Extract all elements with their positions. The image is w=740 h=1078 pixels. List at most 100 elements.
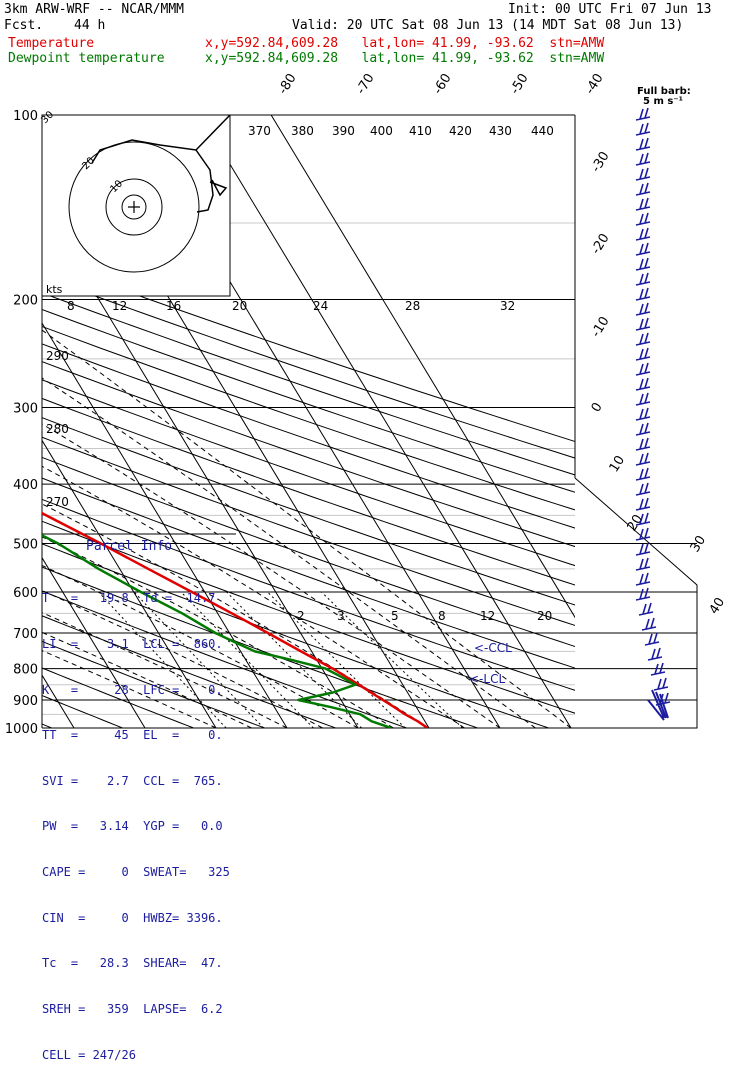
parcel-row: LI = 3.1 LCL = 860. bbox=[42, 637, 223, 652]
dewpoint-legend-label: Dewpoint temperature bbox=[8, 51, 165, 66]
isotherm-label: 0 bbox=[589, 400, 606, 415]
theta-label: 290 bbox=[46, 349, 69, 363]
theta-label: 390 bbox=[332, 124, 355, 138]
parcel-row: T = 19.8 Td = 14.7 bbox=[42, 591, 216, 606]
pressure-label: 100 bbox=[13, 109, 38, 124]
pressure-label: 800 bbox=[13, 663, 38, 678]
parcel-row: CELL = 247/26 bbox=[42, 1047, 136, 1062]
parcel-row: CAPE = 0 SWEAT= 325 bbox=[42, 865, 230, 880]
theta-label: 420 bbox=[449, 124, 472, 138]
temperature-location-info: x,y=592.84,609.28 lat,lon= 41.99, -93.62… bbox=[205, 36, 605, 51]
theta-label: 370 bbox=[248, 124, 271, 138]
dewpoint-location-info: x,y=592.84,609.28 lat,lon= 41.99, -93.62… bbox=[205, 51, 605, 66]
hodograph-trace bbox=[195, 149, 228, 213]
isotherm-label: 40 bbox=[707, 595, 728, 617]
init-time: Init: 00 UTC Fri 07 Jun 13 bbox=[508, 2, 712, 17]
hodograph-ring-label: 24 bbox=[313, 299, 328, 313]
isotherm-line bbox=[42, 439, 217, 728]
dry-adiabat bbox=[42, 640, 265, 728]
theta-label: 410 bbox=[409, 124, 432, 138]
wind-barbs-surface bbox=[647, 689, 669, 721]
isotherm-line bbox=[42, 322, 288, 728]
temperature-profile bbox=[42, 511, 429, 728]
mixing-ratio-label: 12 bbox=[480, 609, 495, 623]
wind-barbs bbox=[635, 107, 671, 706]
frame-lower bbox=[42, 477, 698, 729]
level-marker: <-LCL bbox=[469, 672, 505, 686]
parcel-row: TT = 45 EL = 0. bbox=[42, 728, 223, 743]
isotherm-label: 30 bbox=[688, 533, 709, 555]
pressure-label: 600 bbox=[13, 586, 38, 601]
isotherm-line bbox=[0, 115, 3, 728]
hodograph-ring-label: 20 bbox=[232, 299, 247, 313]
isotherm-label: -10 bbox=[589, 314, 613, 340]
dry-adiabat bbox=[42, 276, 575, 459]
hodograph-ring-label: 28 bbox=[405, 299, 420, 313]
mixing-ratio-label: 3 bbox=[337, 609, 345, 623]
hodograph-ring bbox=[68, 141, 200, 273]
theta-label: 380 bbox=[291, 124, 314, 138]
isotherm-label: -50 bbox=[508, 71, 532, 97]
dry-adiabat bbox=[42, 615, 336, 728]
theta-label: 400 bbox=[370, 124, 393, 138]
mixing-ratio-line bbox=[180, 591, 314, 728]
pressure-label: 500 bbox=[13, 537, 38, 552]
hodograph-unit: kts bbox=[46, 283, 63, 296]
hodograph-ring bbox=[121, 194, 147, 220]
level-marker: <-CCL bbox=[474, 641, 512, 655]
mixing-ratio-line bbox=[267, 591, 406, 728]
isotherm-label: -80 bbox=[276, 71, 300, 97]
dewpoint-profile bbox=[42, 533, 392, 728]
barb-legend-title: Full barb: bbox=[637, 86, 691, 97]
model-title: 3km ARW-WRF -- NCAR/MMM bbox=[4, 2, 185, 17]
valid-time: Valid: 20 UTC Sat 08 Jun 13 (14 MDT Sat … bbox=[292, 18, 684, 33]
isotherm-label: -20 bbox=[589, 231, 613, 257]
hodograph-ring bbox=[105, 178, 163, 236]
dry-adiabat bbox=[42, 498, 575, 691]
barb-legend-unit: 5 m s⁻¹ bbox=[643, 96, 683, 107]
dry-adiabat bbox=[42, 436, 575, 626]
parcel-row: K = 28 LFC = 0. bbox=[42, 682, 223, 697]
isotherm-label: -40 bbox=[583, 71, 607, 97]
forecast-hours: 44 h bbox=[74, 18, 106, 33]
parcel-row: Tc = 28.3 SHEAR= 47. bbox=[42, 956, 223, 971]
isotherm-line bbox=[270, 115, 575, 619]
moist-adiabat bbox=[42, 377, 536, 728]
pressure-label: 1000 bbox=[5, 722, 38, 737]
dry-adiabat bbox=[42, 260, 575, 443]
parcel-info-panel: T = 19.8 Td = 14.7 LI = 3.1 LCL = 860. K… bbox=[42, 561, 232, 1078]
mixing-ratio-label: 2 bbox=[297, 609, 305, 623]
dry-adiabat bbox=[42, 397, 575, 586]
dry-adiabat bbox=[42, 325, 575, 511]
dry-adiabat bbox=[42, 456, 575, 647]
theta-label: 430 bbox=[489, 124, 512, 138]
parcel-row: PW = 3.14 YGP = 0.0 bbox=[42, 819, 223, 834]
hodograph-ring-label: 8 bbox=[67, 299, 75, 313]
isotherm-label: -70 bbox=[354, 71, 378, 97]
hodograph-ring-label: 12 bbox=[112, 299, 127, 313]
hodograph-center bbox=[128, 201, 140, 213]
isotherm-label: -60 bbox=[431, 71, 455, 97]
isotherm-label: 10 bbox=[607, 453, 628, 475]
hodograph-ring-label: 16 bbox=[166, 299, 181, 313]
parcel-row: CIN = 0 HWBZ= 3396. bbox=[42, 910, 223, 925]
pressure-label: 400 bbox=[13, 478, 38, 493]
moist-adiabat bbox=[42, 536, 394, 728]
temperature-legend-label: Temperature bbox=[8, 36, 95, 51]
dry-adiabat bbox=[42, 343, 575, 529]
moist-adiabat bbox=[42, 649, 217, 728]
isotherm-line bbox=[42, 556, 146, 728]
isotherm-line bbox=[199, 115, 572, 728]
parcel-info-title: Parcel Info bbox=[86, 539, 173, 554]
dry-adiabat bbox=[42, 417, 575, 606]
pressure-label: 700 bbox=[13, 627, 38, 642]
theta-label: 440 bbox=[531, 124, 554, 138]
dry-adiabat bbox=[42, 590, 407, 728]
forecast-label: Fcst. bbox=[4, 18, 44, 33]
hodograph-trace bbox=[91, 114, 231, 164]
mixing-ratio-line bbox=[133, 591, 265, 728]
mixing-ratio-label: 8 bbox=[438, 609, 446, 623]
mixing-ratio-label: 5 bbox=[391, 609, 399, 623]
dry-adiabat bbox=[42, 477, 575, 669]
